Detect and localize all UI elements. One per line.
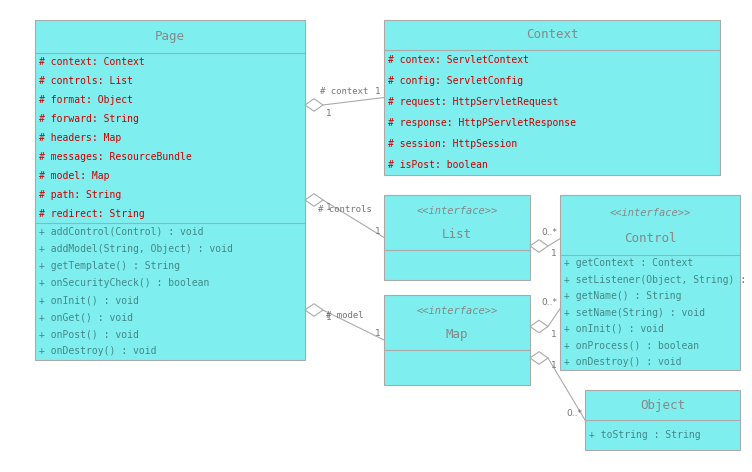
Text: # redirect: String: # redirect: String	[39, 209, 144, 219]
Text: + setName(String) : void: + setName(String) : void	[564, 307, 705, 318]
Text: Control: Control	[623, 232, 676, 244]
Text: 1: 1	[375, 227, 381, 236]
Text: + getContext : Context: + getContext : Context	[564, 258, 693, 268]
Text: Object: Object	[640, 398, 685, 412]
Text: + setListener(Object, String) : void: + setListener(Object, String) : void	[564, 275, 752, 285]
Bar	[384, 20, 720, 175]
Text: + onProcess() : boolean: + onProcess() : boolean	[564, 340, 699, 350]
Text: # forward: String: # forward: String	[39, 114, 139, 124]
Bar	[384, 195, 530, 280]
Text: 1: 1	[375, 87, 381, 96]
Text: # model: # model	[326, 311, 363, 320]
Text: # messages: ResourceBundle: # messages: ResourceBundle	[39, 152, 192, 162]
Text: 1: 1	[326, 109, 332, 118]
Text: # headers: Map: # headers: Map	[39, 133, 121, 143]
Text: 1: 1	[551, 250, 556, 259]
Text: + getTemplate() : String: + getTemplate() : String	[39, 261, 180, 271]
Text: 0..*: 0..*	[541, 228, 557, 237]
Text: 1: 1	[551, 330, 556, 339]
Text: # context: # context	[320, 87, 368, 96]
Text: Context: Context	[526, 28, 578, 42]
Text: 1: 1	[551, 362, 556, 371]
Text: + addControl(Control) : void: + addControl(Control) : void	[39, 227, 204, 236]
Text: 0..*: 0..*	[566, 410, 582, 419]
Text: # session: HttpSession: # session: HttpSession	[388, 139, 517, 149]
Bar	[384, 295, 530, 385]
Text: + onDestroy() : void: + onDestroy() : void	[39, 346, 156, 356]
Text: # model: Map: # model: Map	[39, 171, 110, 181]
Text: + onInit() : void: + onInit() : void	[564, 324, 664, 334]
Text: 1: 1	[326, 203, 332, 212]
Text: 1: 1	[326, 313, 332, 322]
Text: # format: Object: # format: Object	[39, 95, 133, 105]
Text: # path: String: # path: String	[39, 190, 121, 200]
Text: 0..*: 0..*	[541, 298, 557, 307]
Bar	[35, 20, 305, 360]
Text: + onGet() : void: + onGet() : void	[39, 312, 133, 322]
Text: <<interface>>: <<interface>>	[609, 208, 690, 218]
Text: # response: HttpPServletResponse: # response: HttpPServletResponse	[388, 118, 576, 128]
Text: + onInit() : void: + onInit() : void	[39, 295, 139, 305]
Text: + toString : String: + toString : String	[589, 430, 701, 440]
Text: List: List	[442, 228, 472, 241]
Bar	[585, 390, 740, 450]
Text: <<interface>>: <<interface>>	[417, 306, 498, 317]
Text: + onDestroy() : void: + onDestroy() : void	[564, 357, 681, 367]
Text: Page: Page	[155, 30, 185, 43]
Text: # context: Context: # context: Context	[39, 58, 144, 67]
Text: <<interface>>: <<interface>>	[417, 207, 498, 217]
Text: # controls: # controls	[317, 205, 371, 214]
Text: + addModel(String, Object) : void: + addModel(String, Object) : void	[39, 244, 233, 253]
Bar	[560, 195, 740, 370]
Text: # config: ServletConfig: # config: ServletConfig	[388, 76, 523, 86]
Text: # isPost: boolean: # isPost: boolean	[388, 160, 488, 169]
Text: # controls: List: # controls: List	[39, 76, 133, 86]
Text: + onSecurityCheck() : boolean: + onSecurityCheck() : boolean	[39, 278, 209, 288]
Text: + getName() : String: + getName() : String	[564, 291, 681, 301]
Text: + onPost() : void: + onPost() : void	[39, 329, 139, 339]
Text: # request: HttpServletRequest: # request: HttpServletRequest	[388, 97, 559, 107]
Text: Map: Map	[446, 328, 468, 341]
Text: 1: 1	[375, 329, 381, 338]
Text: # contex: ServletContext: # contex: ServletContext	[388, 55, 529, 66]
